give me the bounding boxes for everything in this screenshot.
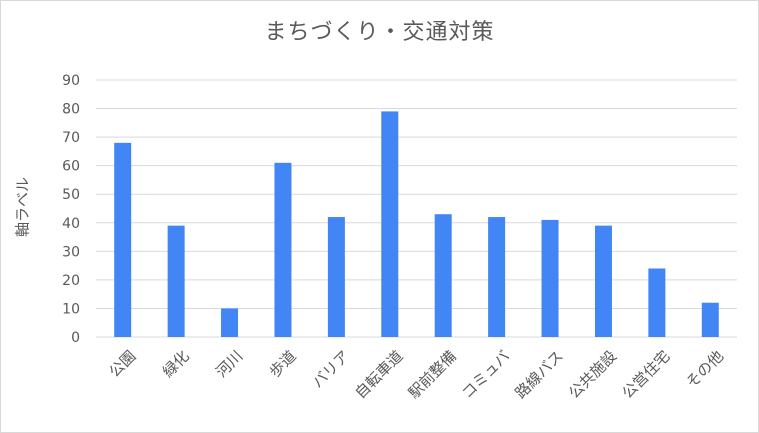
x-tick-label: 自転車道 — [351, 347, 406, 402]
x-tick-label: コミュバ — [458, 347, 513, 402]
y-tick-label: 10 — [62, 301, 80, 317]
chart-title: まちづくり・交通対策 — [264, 20, 495, 45]
bar — [594, 225, 612, 337]
bar — [167, 225, 185, 337]
y-tick-label: 0 — [71, 330, 80, 346]
x-tick-label: 公園 — [106, 347, 140, 381]
x-tick-label: その他 — [682, 347, 727, 392]
y-tick-label: 20 — [62, 273, 80, 289]
x-tick-label: 河川 — [212, 347, 246, 381]
y-tick-label: 50 — [62, 187, 80, 203]
x-tick-label: 公営住宅 — [618, 347, 673, 402]
y-tick-label: 70 — [62, 130, 80, 146]
x-tick-label: 緑化 — [159, 347, 193, 381]
x-tick-label: 歩道 — [266, 347, 300, 381]
bar — [274, 162, 292, 337]
bar — [327, 217, 345, 337]
y-tick-label: 80 — [62, 102, 80, 118]
x-tick-label: 駅前整備 — [405, 347, 460, 402]
bar — [701, 302, 719, 337]
y-tick-label: 30 — [62, 244, 80, 260]
y-tick-label: 90 — [62, 73, 80, 89]
y-tick-label: 40 — [62, 216, 80, 232]
y-tick-label: 60 — [62, 159, 80, 175]
bar — [114, 142, 132, 337]
x-tick-label: 路線バス — [512, 347, 567, 402]
bar — [221, 308, 239, 337]
gridlines — [96, 79, 737, 338]
x-tick-label: 公共施設 — [565, 347, 620, 402]
bar — [541, 219, 559, 337]
bar — [648, 268, 666, 337]
x-tick-label: バリア — [309, 347, 354, 392]
bar — [488, 217, 506, 337]
bars — [114, 111, 719, 338]
bar — [434, 214, 452, 337]
y-axis-ticks: 0 10 20 30 40 50 60 70 80 90 — [62, 73, 80, 346]
bar — [381, 111, 399, 338]
